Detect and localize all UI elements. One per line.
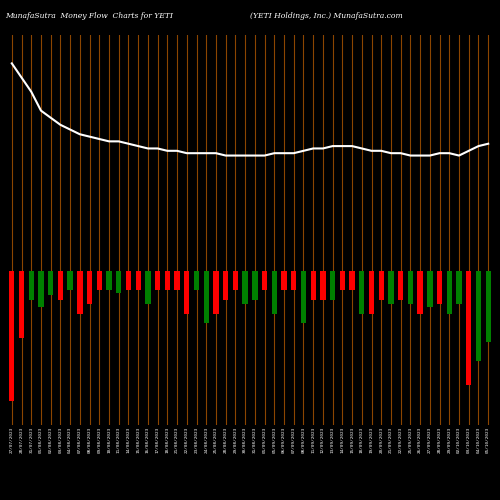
Bar: [155, 272, 160, 290]
Bar: [369, 272, 374, 314]
Bar: [398, 272, 404, 299]
Bar: [214, 272, 218, 314]
Bar: [486, 272, 491, 342]
Bar: [418, 272, 423, 314]
Bar: [106, 272, 112, 290]
Bar: [184, 272, 190, 314]
Bar: [58, 272, 63, 299]
Bar: [282, 272, 286, 290]
Bar: [330, 272, 336, 299]
Bar: [96, 272, 102, 290]
Bar: [466, 272, 471, 385]
Bar: [446, 272, 452, 314]
Bar: [19, 272, 24, 338]
Bar: [145, 272, 150, 304]
Bar: [116, 272, 121, 292]
Bar: [252, 272, 258, 299]
Bar: [427, 272, 432, 307]
Bar: [204, 272, 209, 324]
Bar: [320, 272, 326, 299]
Bar: [164, 272, 170, 290]
Bar: [291, 272, 296, 290]
Bar: [456, 272, 462, 304]
Bar: [174, 272, 180, 290]
Text: MunafaSutra  Money Flow  Charts for YETI: MunafaSutra Money Flow Charts for YETI: [5, 12, 173, 20]
Bar: [437, 272, 442, 304]
Bar: [232, 272, 238, 290]
Bar: [194, 272, 199, 290]
Bar: [77, 272, 82, 314]
Bar: [476, 272, 481, 361]
Bar: [378, 272, 384, 299]
Bar: [223, 272, 228, 299]
Text: (YETI Holdings, Inc.) MunafaSutra.com: (YETI Holdings, Inc.) MunafaSutra.com: [250, 12, 403, 20]
Bar: [340, 272, 345, 290]
Bar: [9, 272, 15, 402]
Bar: [359, 272, 364, 314]
Bar: [68, 272, 73, 290]
Bar: [408, 272, 413, 304]
Bar: [388, 272, 394, 304]
Bar: [301, 272, 306, 324]
Bar: [350, 272, 355, 290]
Bar: [28, 272, 34, 299]
Bar: [136, 272, 141, 290]
Bar: [38, 272, 44, 307]
Bar: [87, 272, 92, 304]
Bar: [262, 272, 268, 290]
Bar: [126, 272, 131, 290]
Bar: [272, 272, 277, 314]
Bar: [310, 272, 316, 299]
Bar: [48, 272, 54, 295]
Bar: [242, 272, 248, 304]
